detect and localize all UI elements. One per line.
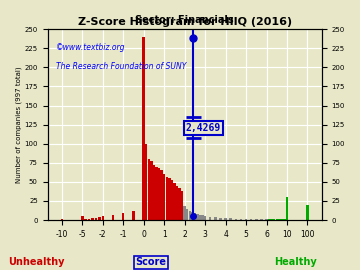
Bar <box>224 218 227 220</box>
Bar <box>260 219 263 220</box>
Bar <box>255 219 257 220</box>
Bar <box>286 211 288 220</box>
Bar <box>183 206 186 220</box>
Bar <box>132 211 135 220</box>
Bar <box>229 218 232 220</box>
Text: The Research Foundation of SUNY: The Research Foundation of SUNY <box>56 62 186 71</box>
Bar <box>204 216 206 220</box>
Bar <box>245 218 247 220</box>
Bar <box>240 218 242 220</box>
Bar <box>209 217 211 220</box>
Bar <box>219 218 222 220</box>
Bar <box>143 37 145 220</box>
Bar <box>176 186 178 220</box>
Bar <box>275 219 278 220</box>
Bar <box>273 219 275 220</box>
Text: ©www.textbiz.org: ©www.textbiz.org <box>56 42 125 52</box>
Bar <box>171 180 173 220</box>
Bar <box>214 217 217 220</box>
Bar <box>85 218 87 220</box>
Bar <box>186 209 188 220</box>
Bar <box>112 215 114 220</box>
Bar <box>91 218 94 220</box>
Text: Sector: Financials: Sector: Financials <box>135 15 234 25</box>
Bar <box>163 174 165 220</box>
Bar <box>60 218 63 220</box>
Bar <box>166 177 168 220</box>
Bar <box>191 212 194 220</box>
Bar <box>95 218 97 220</box>
Bar <box>199 215 201 220</box>
Bar <box>270 219 273 220</box>
Bar <box>155 167 158 220</box>
Bar <box>145 144 148 220</box>
Bar <box>286 197 288 220</box>
Bar <box>196 214 199 220</box>
Bar <box>189 211 191 220</box>
Text: Score: Score <box>136 257 167 267</box>
Y-axis label: Number of companies (997 total): Number of companies (997 total) <box>15 66 22 183</box>
Bar <box>88 218 90 220</box>
Bar <box>98 217 100 220</box>
Bar <box>194 213 196 220</box>
Bar <box>148 159 150 220</box>
Bar <box>102 216 104 220</box>
Text: Healthy: Healthy <box>274 257 316 267</box>
Bar <box>235 218 237 220</box>
Bar <box>181 191 183 220</box>
Bar <box>201 215 204 220</box>
Bar <box>168 178 171 220</box>
Bar <box>265 219 268 220</box>
Bar <box>153 165 155 220</box>
Bar <box>158 168 160 220</box>
Text: 2,4269: 2,4269 <box>186 123 221 133</box>
Bar <box>173 183 176 220</box>
Bar <box>122 213 125 220</box>
Bar <box>306 205 309 220</box>
Bar <box>250 218 252 220</box>
Bar <box>278 219 280 220</box>
Bar <box>281 219 283 220</box>
Bar <box>81 216 84 220</box>
Bar <box>268 219 270 220</box>
Bar <box>161 170 163 220</box>
Bar <box>283 219 285 220</box>
Bar <box>150 160 153 220</box>
Text: Unhealthy: Unhealthy <box>8 257 64 267</box>
Bar <box>178 188 181 220</box>
Title: Z-Score Histogram for HIIQ (2016): Z-Score Histogram for HIIQ (2016) <box>77 17 292 27</box>
